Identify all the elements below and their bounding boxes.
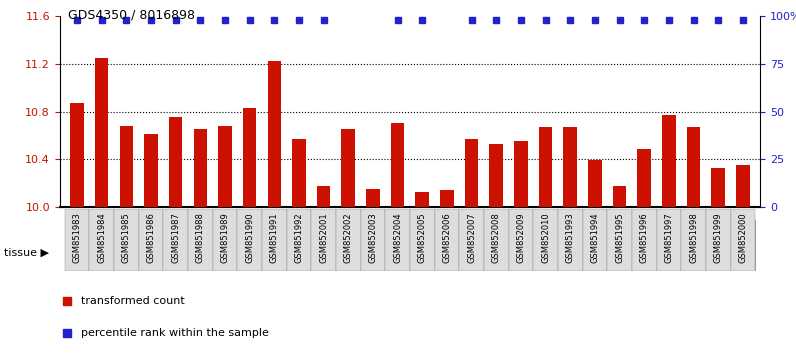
Bar [262, 209, 287, 271]
Text: GSM852002: GSM852002 [344, 212, 353, 263]
Text: GSM851986: GSM851986 [146, 212, 155, 263]
Text: GSM851993: GSM851993 [566, 212, 575, 263]
Bar [638, 149, 651, 207]
Text: GSM852008: GSM852008 [492, 212, 501, 263]
Bar [341, 130, 355, 207]
Bar [539, 127, 552, 207]
Text: tissue ▶: tissue ▶ [4, 248, 49, 258]
Text: GDS4350 / 8016898: GDS4350 / 8016898 [68, 9, 195, 22]
Text: GSM852001: GSM852001 [319, 212, 328, 263]
Bar [410, 209, 435, 271]
Text: GSM852004: GSM852004 [393, 212, 402, 263]
Bar [114, 209, 139, 271]
Text: GSM851985: GSM851985 [122, 212, 131, 263]
Bar [64, 221, 311, 270]
Text: GSM851992: GSM851992 [295, 212, 303, 263]
Text: GSM851991: GSM851991 [270, 212, 279, 263]
Text: GSM852007: GSM852007 [467, 212, 476, 263]
Bar [632, 209, 657, 271]
Text: GSM851994: GSM851994 [591, 212, 599, 263]
Bar [583, 209, 607, 271]
Text: GSM851996: GSM851996 [640, 212, 649, 263]
Bar [237, 209, 262, 271]
Bar [533, 209, 558, 271]
Text: GSM852009: GSM852009 [517, 212, 525, 263]
Text: GSM851998: GSM851998 [689, 212, 698, 263]
Bar [490, 144, 503, 207]
Bar [613, 185, 626, 207]
Text: GSM852003: GSM852003 [369, 212, 377, 263]
Text: GSM852000: GSM852000 [739, 212, 747, 263]
Bar [70, 103, 84, 207]
Bar [484, 209, 509, 271]
Bar [267, 61, 281, 207]
Bar [193, 130, 207, 207]
Bar [391, 124, 404, 207]
Bar [558, 221, 755, 270]
Bar [243, 108, 256, 207]
Bar [336, 209, 361, 271]
Bar [218, 126, 232, 207]
Bar [361, 209, 385, 271]
Text: gastric cardia: gastric cardia [396, 239, 473, 249]
Text: Barrett esopahgus: Barrett esopahgus [137, 239, 240, 249]
Text: GSM851997: GSM851997 [665, 212, 673, 263]
Text: GSM851995: GSM851995 [615, 212, 624, 263]
Bar [89, 209, 114, 271]
Text: GSM851983: GSM851983 [72, 212, 81, 263]
Bar [564, 127, 577, 207]
Text: GSM851999: GSM851999 [714, 212, 723, 263]
Bar [163, 209, 188, 271]
Bar [188, 209, 213, 271]
Bar [385, 209, 410, 271]
Bar [657, 209, 681, 271]
Bar [64, 209, 89, 271]
Text: transformed count: transformed count [80, 296, 185, 306]
Bar [681, 209, 706, 271]
Bar [440, 190, 454, 207]
Bar [119, 126, 133, 207]
Bar [311, 221, 558, 270]
Bar [465, 139, 478, 207]
Bar [311, 209, 336, 271]
Bar [435, 209, 459, 271]
Bar [366, 189, 380, 207]
Text: GSM852006: GSM852006 [443, 212, 451, 263]
Text: GSM852010: GSM852010 [541, 212, 550, 263]
Text: GSM851987: GSM851987 [171, 212, 180, 263]
Bar [292, 139, 306, 207]
Bar [514, 141, 528, 207]
Text: percentile rank within the sample: percentile rank within the sample [80, 328, 268, 338]
Bar [509, 209, 533, 271]
Text: GSM851984: GSM851984 [97, 212, 106, 263]
Bar [317, 185, 330, 207]
Text: GSM851989: GSM851989 [220, 212, 229, 263]
Text: normal esopahgus: normal esopahgus [605, 239, 708, 249]
Bar [139, 209, 163, 271]
Bar [712, 168, 725, 207]
Bar [416, 192, 429, 207]
Text: GSM851988: GSM851988 [196, 212, 205, 263]
Bar [144, 134, 158, 207]
Bar [706, 209, 731, 271]
Bar [95, 58, 108, 207]
Bar [287, 209, 311, 271]
Bar [169, 118, 182, 207]
Bar [731, 209, 755, 271]
Bar [662, 115, 676, 207]
Bar [459, 209, 484, 271]
Bar [687, 127, 700, 207]
Bar [558, 209, 583, 271]
Text: GSM852005: GSM852005 [418, 212, 427, 263]
Bar [736, 165, 750, 207]
Bar [607, 209, 632, 271]
Bar [213, 209, 237, 271]
Bar [588, 160, 602, 207]
Text: GSM851990: GSM851990 [245, 212, 254, 263]
